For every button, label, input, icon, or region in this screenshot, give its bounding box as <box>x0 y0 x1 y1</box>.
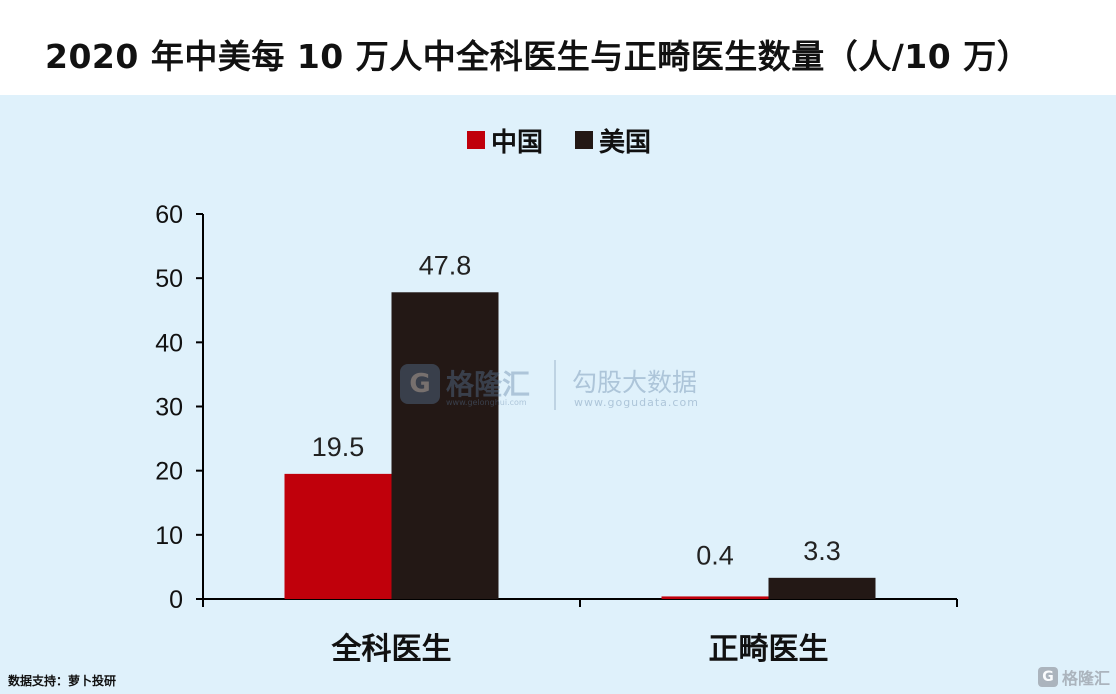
corner-brand: 格隆汇 <box>1062 669 1111 688</box>
x-category-label: 正畸医生 <box>709 632 829 667</box>
corner-watermark: G 格隆汇 <box>1038 664 1110 690</box>
chart-title: 2020 年中美每 10 万人中全科医生与正畸医生数量（人/10 万） <box>45 37 1031 76</box>
y-tick-label: 50 <box>155 265 183 293</box>
bar-中国-正畸医生 <box>661 596 769 599</box>
legend-label: 中国 <box>491 128 543 158</box>
data-label: 3.3 <box>803 536 841 566</box>
source-note: 数据支持：萝卜投研 <box>8 674 117 688</box>
watermark-divider <box>554 360 556 410</box>
data-label: 19.5 <box>312 432 365 462</box>
y-tick-label: 60 <box>155 201 183 229</box>
watermark-brand: 格隆汇 <box>446 368 531 401</box>
y-tick-label: 40 <box>155 329 183 357</box>
data-label: 47.8 <box>419 250 472 280</box>
legend-swatch-美国 <box>575 131 593 149</box>
watermark: G 格隆汇 www.gelonghui.com 勾股大数据 www.goguda… <box>400 358 730 418</box>
y-tick-label: 30 <box>155 394 183 422</box>
watermark-partner-url: www.gogudata.com <box>574 396 699 409</box>
watermark-logo-icon: G <box>400 364 440 404</box>
title-bar: 2020 年中美每 10 万人中全科医生与正畸医生数量（人/10 万） <box>0 0 1116 95</box>
watermark-brand-url: www.gelonghui.com <box>446 398 527 407</box>
y-tick-label: 10 <box>155 522 183 550</box>
legend-swatch-中国 <box>467 131 485 149</box>
y-tick-label: 20 <box>155 458 183 486</box>
y-tick-label: 0 <box>169 586 183 614</box>
chart-panel <box>0 95 1116 694</box>
bar-美国-全科医生 <box>391 292 499 599</box>
data-label: 0.4 <box>696 540 734 570</box>
legend-label: 美国 <box>599 127 651 158</box>
watermark-partner: 勾股大数据 <box>572 368 698 397</box>
bar-中国-全科医生 <box>284 473 392 599</box>
corner-logo-icon: G <box>1038 667 1058 687</box>
x-category-label: 全科医生 <box>331 632 452 667</box>
bar-美国-正畸医生 <box>768 577 876 599</box>
